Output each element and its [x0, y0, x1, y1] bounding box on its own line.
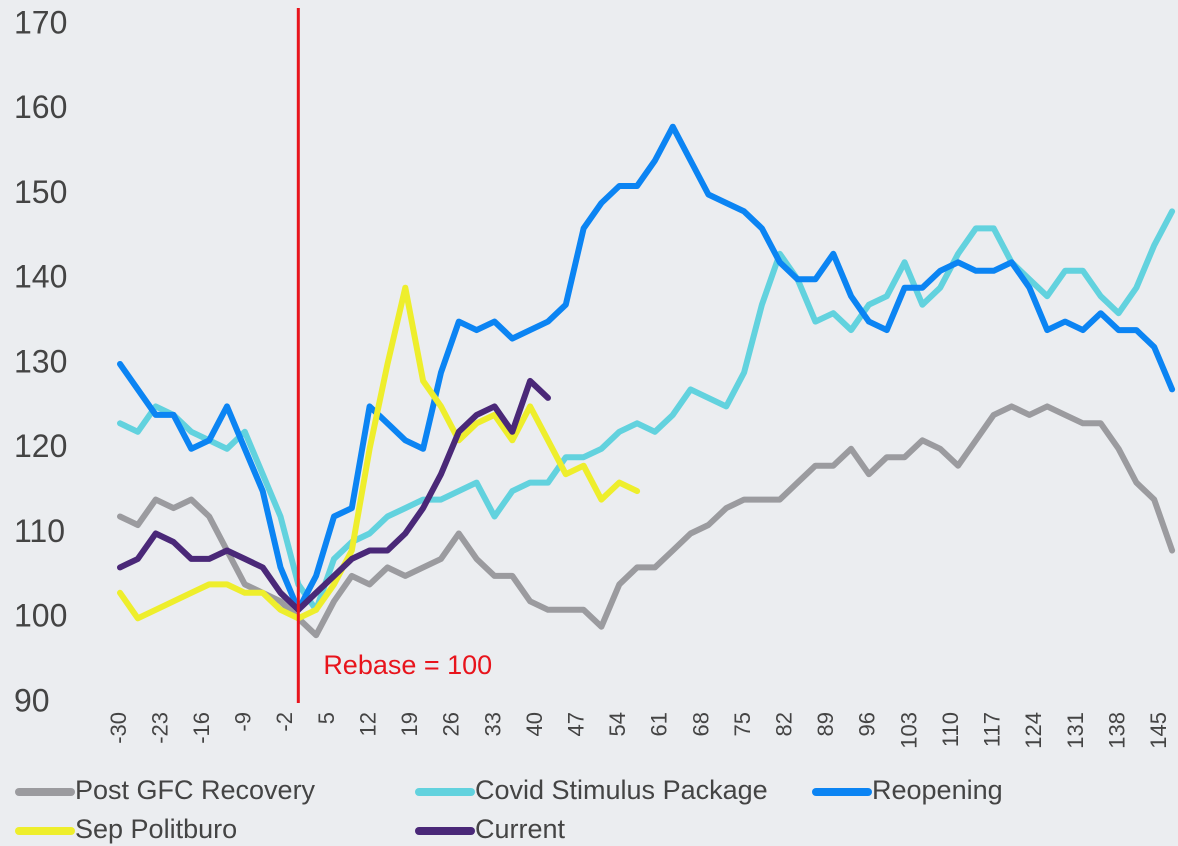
x-tick-label: 124: [1021, 712, 1046, 749]
x-tick-label: 68: [688, 712, 713, 736]
y-tick-label: 170: [14, 4, 67, 40]
y-tick-label: 100: [14, 598, 67, 634]
x-tick-label: 145: [1146, 712, 1171, 749]
legend-label: Covid Stimulus Package: [475, 775, 768, 805]
x-tick-label: -16: [189, 712, 214, 744]
x-tick-label: 40: [522, 712, 547, 736]
x-tick-label: 96: [855, 712, 880, 736]
x-tick-label: 75: [730, 712, 755, 736]
x-tick-label: 12: [355, 712, 380, 736]
series-line: [117, 403, 1176, 639]
series-line: [117, 284, 641, 622]
x-tick-label: -30: [106, 712, 131, 744]
x-tick-label: 26: [439, 712, 464, 736]
x-tick-label: -23: [147, 712, 172, 744]
y-tick-label: 140: [14, 259, 67, 295]
x-tick-label: 117: [980, 712, 1005, 747]
y-tick-label: 130: [14, 343, 67, 379]
y-tick-label: 120: [14, 428, 67, 464]
x-tick-label: 103: [896, 712, 921, 749]
x-tick-label: 61: [647, 712, 672, 736]
series-line: [117, 123, 1176, 613]
x-tick-label: 47: [563, 712, 588, 736]
x-tick-label: 89: [813, 712, 838, 736]
y-tick-label: 110: [14, 513, 65, 549]
legend-label: Reopening: [872, 775, 1003, 805]
legend-label: Current: [475, 814, 566, 844]
y-tick-label: 150: [14, 174, 67, 210]
x-tick-label: 54: [605, 712, 630, 736]
x-tick-label: -9: [231, 712, 256, 732]
x-tick-label: -2: [272, 712, 297, 732]
annotation: Rebase = 100: [323, 650, 492, 680]
legend-label: Post GFC Recovery: [75, 775, 316, 805]
series-line: [117, 208, 1176, 613]
y-tick-label: 90: [14, 682, 50, 718]
x-tick-label: 5: [314, 712, 339, 724]
x-tick-label: 138: [1104, 712, 1129, 749]
x-tick-label: 19: [397, 712, 422, 736]
legend-label: Sep Politburo: [75, 814, 237, 844]
x-tick-label: 33: [480, 712, 505, 736]
x-tick-label: 110: [938, 712, 963, 747]
y-tick-label: 160: [14, 89, 67, 125]
series-line: [117, 377, 551, 613]
x-tick-label: 131: [1063, 712, 1088, 749]
x-tick-label: 82: [772, 712, 797, 736]
